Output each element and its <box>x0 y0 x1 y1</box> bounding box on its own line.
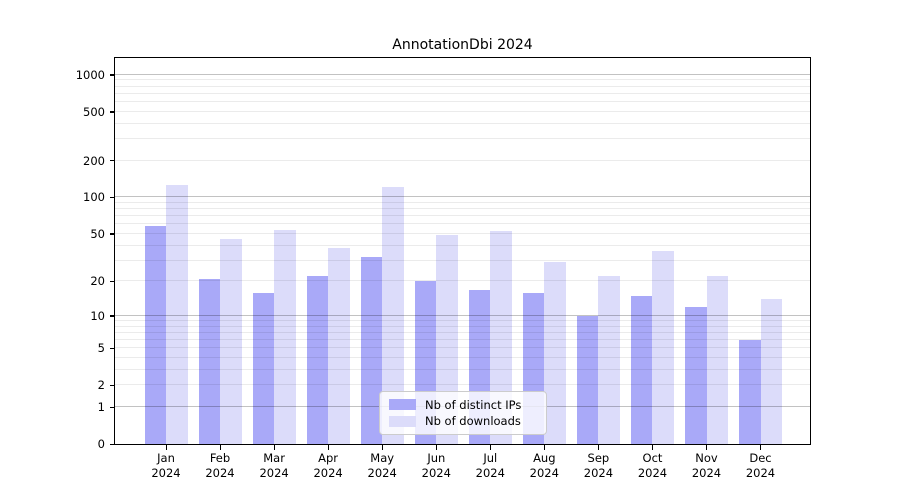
bar-downloads-sep <box>598 276 620 444</box>
y-axis-tick-label: 500 <box>83 104 105 119</box>
y-axis-tick-label: 100 <box>83 190 105 205</box>
bar-distinct-ips-jan <box>144 226 166 444</box>
legend-label-distinct-ips: Nb of distinct IPs <box>425 397 522 412</box>
bar-downloads-aug <box>544 262 566 444</box>
y-axis-tick-label: 1000 <box>75 67 105 82</box>
bar-downloads-oct <box>652 251 674 444</box>
x-tick-mark <box>273 445 275 450</box>
x-tick-mark <box>543 445 546 450</box>
x-axis-tick-label-may: May 2024 <box>367 451 397 480</box>
y-tick-mark <box>110 443 114 445</box>
x-axis-tick-label-jul: Jul 2024 <box>475 451 505 480</box>
y-tick-mark <box>110 315 114 317</box>
x-tick-mark <box>706 445 708 450</box>
y-tick-mark <box>110 384 114 387</box>
x-tick-mark <box>760 445 762 450</box>
x-tick-mark <box>219 445 221 450</box>
y-axis-tick-label: 1 <box>97 400 105 414</box>
x-axis-tick-label-jun: Jun 2024 <box>421 451 451 480</box>
x-tick-mark <box>165 445 167 450</box>
x-tick-mark <box>327 445 329 450</box>
y-axis-tick-label: 50 <box>90 226 105 241</box>
y-axis-tick-label: 5 <box>97 341 105 356</box>
legend-label-downloads: Nb of downloads <box>425 414 521 429</box>
y-tick-mark <box>110 196 114 199</box>
x-axis-tick-label-oct: Oct 2024 <box>637 451 668 480</box>
y-tick-mark <box>110 160 114 162</box>
bar-downloads-jan <box>166 184 188 444</box>
x-tick-mark <box>489 445 492 450</box>
bar-downloads-apr <box>328 248 350 444</box>
bar-distinct-ips-may <box>360 257 383 444</box>
bar-distinct-ips-dec <box>739 340 761 444</box>
y-tick-mark <box>110 111 114 113</box>
x-axis-tick-label-mar: Mar 2024 <box>259 451 289 480</box>
chart-title: AnnotationDbi 2024 <box>392 37 533 53</box>
x-axis-tick-label-dec: Dec 2024 <box>745 451 776 480</box>
bar-downloads-may <box>382 187 404 444</box>
bars-layer <box>115 58 810 444</box>
x-tick-mark <box>381 445 384 450</box>
bar-distinct-ips-sep <box>576 315 599 444</box>
bar-distinct-ips-feb <box>198 278 221 444</box>
y-tick-mark <box>110 233 114 235</box>
bar-downloads-jul <box>490 230 512 444</box>
plot-area: 0 1 2 5 10 20 50 100 200 500 1000 Jan 2024 Feb 2024 Mar… <box>76 57 811 480</box>
y-axis-tick-label: 200 <box>83 153 105 168</box>
bar-distinct-ips-oct <box>630 295 653 444</box>
bar-distinct-ips-mar <box>252 292 275 444</box>
x-axis-tick-label-sep: Sep 2024 <box>583 451 614 480</box>
y-tick-mark <box>110 74 114 76</box>
y-tick-mark <box>110 406 114 408</box>
y-axis-tick-label: 2 <box>97 378 105 393</box>
bar-distinct-ips-nov <box>685 306 707 444</box>
y-tick-mark <box>110 347 114 350</box>
bar-downloads-feb <box>220 239 242 444</box>
legend: Nb of distinct IPs Nb of downloads <box>379 391 547 435</box>
y-tick-mark <box>110 280 114 283</box>
x-tick-mark <box>652 445 654 450</box>
bar-distinct-ips-apr <box>306 276 329 444</box>
x-axis-tick-label-aug: Aug 2024 <box>529 451 559 480</box>
legend-item-downloads: Nb of downloads <box>389 414 537 428</box>
x-axis-tick-label-apr: Apr 2024 <box>313 451 343 480</box>
bar-downloads-dec <box>760 299 783 444</box>
axis-ticks-layer: 0 1 2 5 10 20 50 100 200 500 1000 Jan 2024 Feb 2024 Mar… <box>76 58 810 480</box>
x-axis-tick-label-jan: Jan 2024 <box>151 451 181 480</box>
x-axis-tick-label-feb: Feb 2024 <box>205 451 235 480</box>
y-axis-tick-label: 0 <box>97 437 105 451</box>
legend-swatch-distinct-ips <box>389 399 416 411</box>
y-axis-tick-label: 10 <box>90 308 105 323</box>
x-tick-mark <box>597 445 600 450</box>
y-axis-tick-label: 20 <box>90 274 105 289</box>
bar-downloads-mar <box>274 229 296 444</box>
legend-swatch-downloads <box>389 415 416 427</box>
legend-item-distinct-ips: Nb of distinct IPs <box>389 398 537 412</box>
x-axis-tick-label-nov: Nov 2024 <box>691 451 722 480</box>
x-tick-mark <box>435 445 438 450</box>
bar-downloads-nov <box>706 276 728 444</box>
